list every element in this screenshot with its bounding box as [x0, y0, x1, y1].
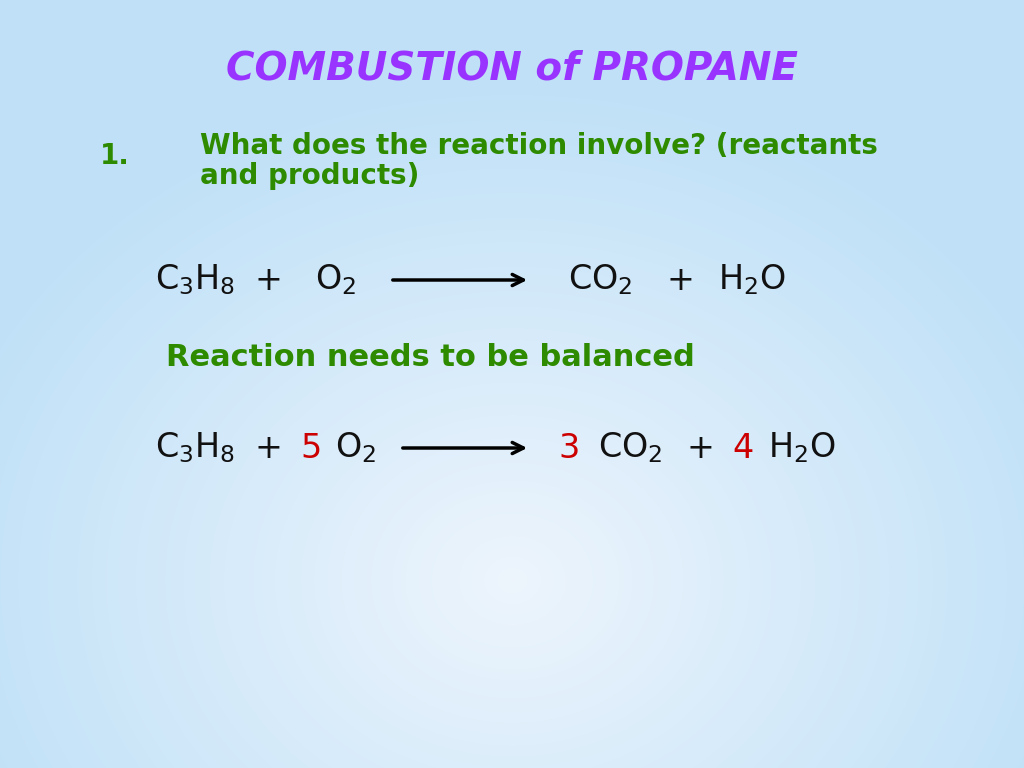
Text: CO$_2$: CO$_2$: [568, 263, 633, 297]
Text: CO$_2$: CO$_2$: [598, 431, 663, 465]
Text: and products): and products): [200, 162, 420, 190]
Text: H$_2$O: H$_2$O: [768, 431, 836, 465]
Text: +: +: [254, 432, 282, 465]
Text: COMBUSTION of PROPANE: COMBUSTION of PROPANE: [226, 49, 798, 87]
Text: H$_2$O: H$_2$O: [718, 263, 785, 297]
Text: +: +: [666, 263, 694, 296]
Text: What does the reaction involve? (reactants: What does the reaction involve? (reactan…: [200, 132, 878, 160]
Text: O$_2$: O$_2$: [315, 263, 356, 297]
Text: 3: 3: [558, 432, 580, 465]
Text: Reaction needs to be balanced: Reaction needs to be balanced: [166, 343, 694, 372]
Text: C$_3$H$_8$: C$_3$H$_8$: [155, 431, 236, 465]
Text: C$_3$H$_8$: C$_3$H$_8$: [155, 263, 236, 297]
Text: 1.: 1.: [100, 142, 130, 170]
Text: 4: 4: [732, 432, 754, 465]
Text: +: +: [686, 432, 714, 465]
Text: O$_2$: O$_2$: [335, 431, 376, 465]
Text: +: +: [254, 263, 282, 296]
Text: 5: 5: [300, 432, 322, 465]
